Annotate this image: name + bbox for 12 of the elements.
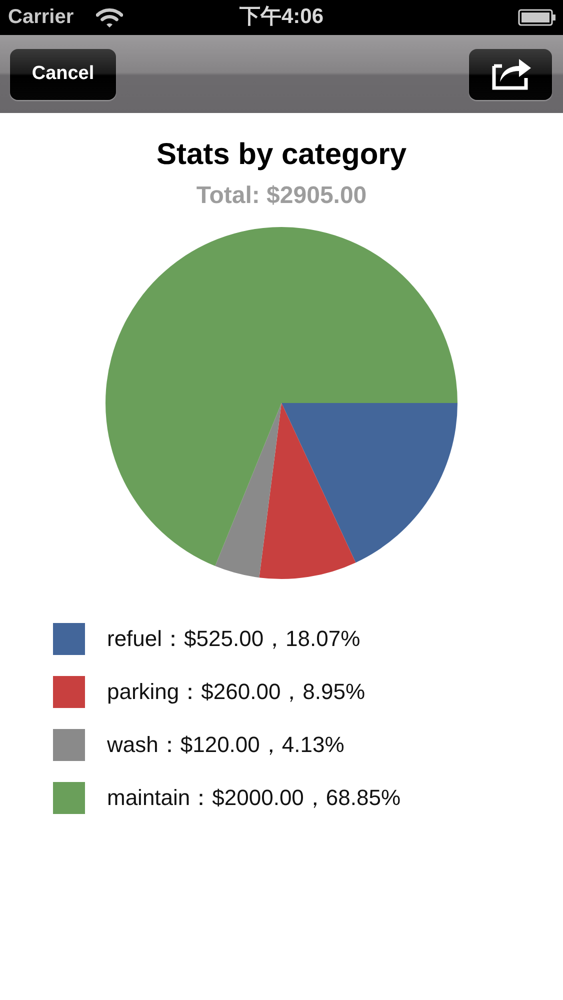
cancel-button: Cancel: [10, 49, 116, 100]
status-bar: Carrier 下午4:06: [0, 0, 563, 35]
pie-slice: [259, 403, 356, 579]
chart-subtitle: Total: $2905.00: [196, 182, 367, 209]
legend-label: parking：$260.00，8.95%: [107, 679, 366, 704]
legend-label: maintain：$2000.00，68.85%: [107, 785, 401, 810]
chart-title: Stats by category: [156, 138, 407, 171]
legend-label: wash：$120.00，4.13%: [106, 732, 344, 757]
pie-slice: [106, 227, 458, 566]
legend-label: refuel：$525.00，18.07%: [107, 626, 360, 651]
pie-slice: [215, 403, 282, 578]
pie-slice: [282, 403, 458, 563]
